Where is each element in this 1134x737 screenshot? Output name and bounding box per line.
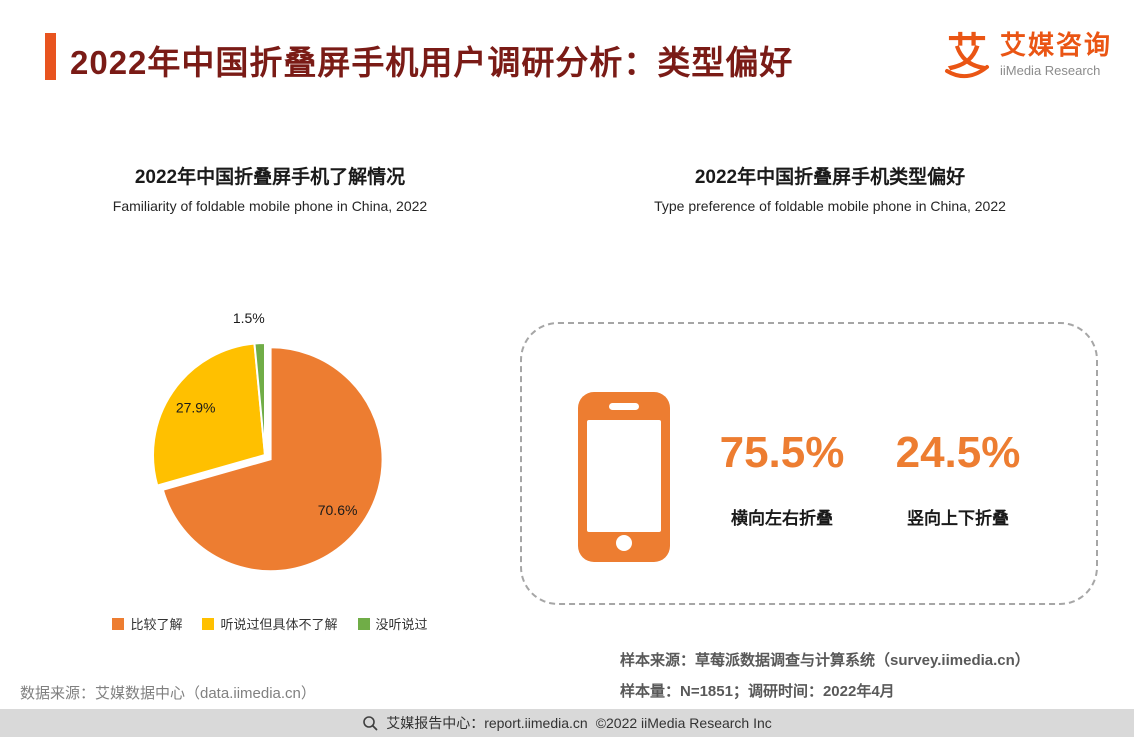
iimedia-logo: 艾 艾媒咨询 iiMedia Research bbox=[940, 26, 1112, 82]
legend-label: 听说过但具体不了解 bbox=[220, 617, 338, 632]
legend-swatch-orange bbox=[112, 617, 125, 630]
iimedia-logo-mark-icon: 艾 bbox=[944, 31, 989, 79]
legend-item: 没听说过 bbox=[357, 614, 428, 633]
pie-legend: 比较了解 听说过但具体不了解 没听说过 bbox=[30, 614, 510, 633]
sample-notes: 样本来源：草莓派数据调查与计算系统（survey.iimedia.cn） 样本量… bbox=[620, 645, 1030, 707]
pie-data-label: 1.5% bbox=[233, 310, 265, 326]
preference-title-en: Type preference of foldable mobile phone… bbox=[654, 198, 1006, 214]
footer-bar: 艾媒报告中心：report.iimedia.cn ©2022 iiMedia R… bbox=[0, 709, 1134, 737]
pie-slice bbox=[253, 341, 266, 456]
legend-label: 没听说过 bbox=[375, 617, 428, 632]
pie-data-label: 70.6% bbox=[318, 502, 358, 518]
pie-data-label: 27.9% bbox=[176, 400, 216, 416]
preference-title-cn: 2022年中国折叠屏手机类型偏好 bbox=[694, 167, 966, 188]
stat-label: 横向左右折叠 bbox=[731, 509, 833, 528]
stat-horizontal-fold: 75.5% 横向左右折叠 bbox=[698, 428, 866, 529]
preference-stats: 75.5% 横向左右折叠 24.5% 竖向上下折叠 bbox=[698, 428, 1042, 529]
stat-value: 75.5% bbox=[719, 428, 845, 477]
report-center-icon bbox=[363, 716, 378, 731]
pie-chart-svg: 70.6% 27.9% 1.5% bbox=[152, 310, 384, 573]
smartphone-icon bbox=[578, 392, 670, 567]
legend-item: 比较了解 bbox=[112, 614, 182, 633]
stat-vertical-fold: 24.5% 竖向上下折叠 bbox=[874, 428, 1042, 529]
legend-label: 比较了解 bbox=[130, 617, 183, 632]
data-source-note: 数据来源：艾媒数据中心（data.iimedia.cn） bbox=[20, 685, 316, 702]
stat-value: 24.5% bbox=[895, 428, 1021, 477]
sample-info: 样本量：N=1851；调研时间：2022年4月 bbox=[620, 683, 895, 700]
legend-swatch-green bbox=[357, 617, 370, 630]
svg-text:艾: 艾 bbox=[947, 31, 987, 75]
familiarity-title-en: Familiarity of foldable mobile phone in … bbox=[112, 198, 428, 214]
legend-swatch-yellow bbox=[202, 617, 215, 630]
preference-section-head: 2022年中国折叠屏手机类型偏好 Type preference of fold… bbox=[560, 162, 1100, 214]
logo-text: 艾媒咨询 iiMedia Research bbox=[1000, 30, 1112, 79]
title-accent-bar bbox=[45, 33, 56, 80]
familiarity-section-head: 2022年中国折叠屏手机了解情况 Familiarity of foldable… bbox=[30, 162, 510, 214]
familiarity-title-cn: 2022年中国折叠屏手机了解情况 bbox=[134, 167, 406, 188]
logo-name-en: iiMedia Research bbox=[999, 62, 1101, 78]
pie-slice bbox=[161, 346, 384, 573]
familiarity-pie-chart: 70.6% 27.9% 1.5% bbox=[125, 285, 405, 590]
stat-label: 竖向上下折叠 bbox=[907, 509, 1009, 528]
legend-item: 听说过但具体不了解 bbox=[202, 614, 338, 633]
sample-source: 样本来源：草莓派数据调查与计算系统（survey.iimedia.cn） bbox=[620, 652, 1030, 669]
pie-slice bbox=[152, 342, 267, 487]
footer-report-link: 艾媒报告中心：report.iimedia.cn bbox=[386, 715, 588, 731]
page-title: 2022年中国折叠屏手机用户调研分析：类型偏好 bbox=[70, 44, 794, 81]
preference-box bbox=[520, 322, 1098, 605]
logo-name-cn: 艾媒咨询 bbox=[999, 29, 1112, 60]
footer-copyright: ©2022 iiMedia Research Inc bbox=[595, 715, 772, 731]
